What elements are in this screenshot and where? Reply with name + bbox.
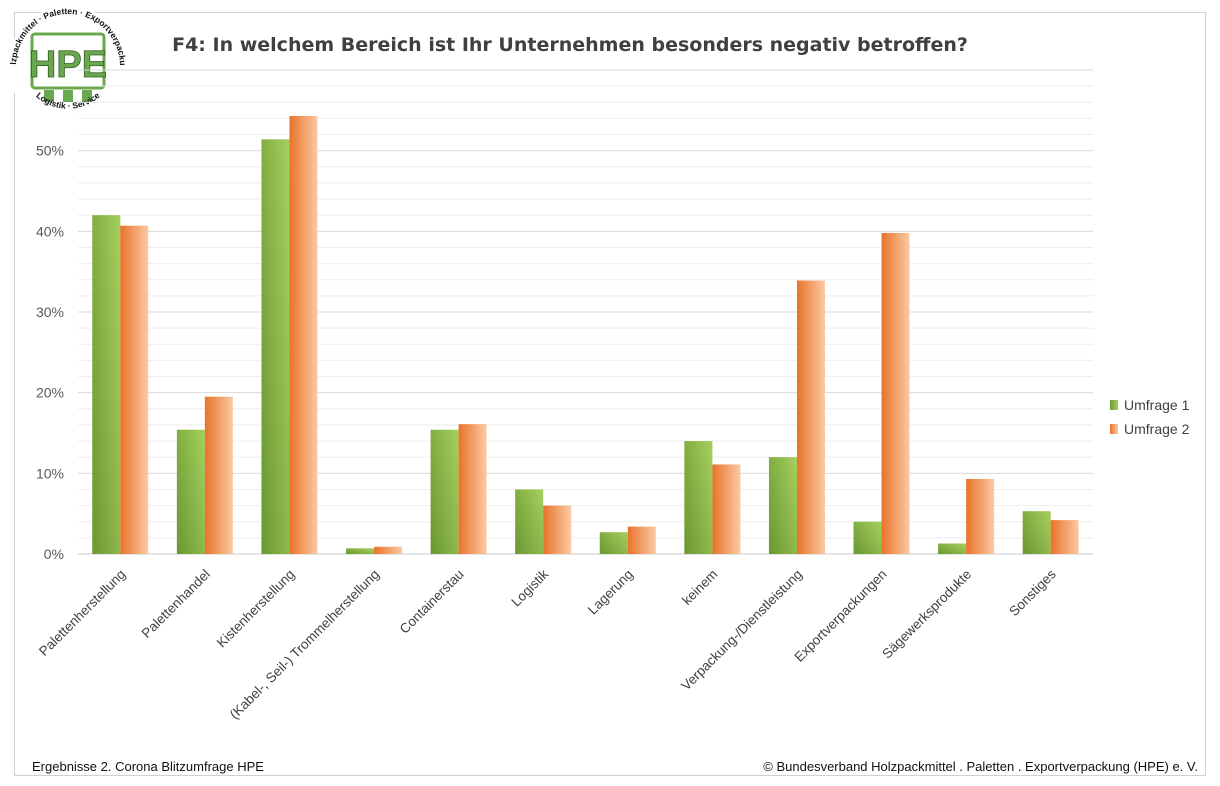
logo-pallet-foot	[82, 90, 92, 102]
logo-pallet-foot	[44, 90, 54, 102]
bars	[92, 115, 1079, 555]
bar-umfrage-1-shade	[515, 489, 544, 554]
y-tick-label: 40%	[36, 223, 64, 239]
gridlines	[78, 69, 1093, 555]
bar-umfrage-1-shade	[853, 521, 882, 554]
logo-box	[30, 32, 106, 90]
chart-frame	[14, 12, 1206, 776]
x-tick-label: Containerstau	[397, 567, 467, 637]
y-tick-label: 0%	[44, 546, 64, 562]
bar-umfrage-1-shade	[261, 139, 290, 554]
logo-pallet-foot	[63, 90, 73, 102]
x-tick-label: (Kabel-, Seil-) Trommelherstellung	[227, 567, 382, 722]
legend-label: Umfrage 1	[1124, 397, 1190, 413]
logo-circle	[8, 6, 128, 126]
bar-umfrage-2	[627, 526, 656, 554]
x-tick-label: Sonstiges	[1006, 566, 1059, 619]
y-tick-label: 50%	[36, 143, 64, 159]
logo-text: HPE	[29, 44, 107, 86]
hpe-logo: HPE Holzpackmittel · Paletten · Exportve…	[4, 4, 128, 126]
bar-umfrage-2	[881, 232, 910, 555]
bar-umfrage-2	[289, 115, 318, 554]
bar-umfrage-2	[120, 225, 149, 555]
bar-umfrage-1-shade	[599, 532, 628, 554]
bar-umfrage-1-shade	[430, 429, 459, 554]
bar-umfrage-2	[712, 464, 741, 554]
bar-umfrage-2	[374, 546, 403, 554]
legend-swatch	[1110, 424, 1118, 434]
y-axis: 0% 10% 20% 30% 40% 50%	[36, 143, 64, 562]
bar-umfrage-1-shade	[346, 548, 375, 554]
x-tick-label: keinem	[679, 567, 720, 608]
bar-umfrage-1-shade	[684, 441, 713, 554]
bar-umfrage-2	[543, 505, 572, 554]
x-axis: Palettenherstellung Palettenhandel Kistenh…	[36, 566, 1059, 722]
y-tick-label: 20%	[36, 385, 64, 401]
bar-umfrage-1-shade	[92, 215, 121, 554]
x-tick-label: Kistenherstellung	[214, 567, 298, 651]
legend-swatch	[1110, 400, 1118, 410]
bar-umfrage-2	[796, 280, 825, 554]
footer-copyright: © Bundesverband Holzpackmittel . Palette…	[763, 759, 1198, 774]
x-tick-label: Exportverpackungen	[791, 567, 889, 665]
x-tick-label: Logistik	[508, 566, 551, 609]
bar-umfrage-2	[966, 478, 995, 554]
x-tick-label: Lagerung	[585, 567, 636, 618]
bar-umfrage-1-shade	[938, 543, 967, 554]
chart-title: F4: In welchem Bereich ist Ihr Unternehm…	[172, 34, 968, 56]
bar-umfrage-2	[1050, 520, 1079, 554]
bar-umfrage-1-shade	[768, 457, 797, 554]
y-tick-label: 30%	[36, 304, 64, 320]
x-tick-label: Palettenhandel	[139, 567, 213, 641]
footer-source: Ergebnisse 2. Corona Blitzumfrage HPE	[32, 759, 264, 774]
bar-umfrage-2	[204, 396, 233, 554]
x-tick-label: Palettenherstellung	[36, 567, 128, 659]
bar-umfrage-1-shade	[176, 429, 205, 554]
x-tick-label: Sägewerksprodukte	[879, 567, 974, 662]
y-tick-label: 10%	[36, 465, 64, 481]
bar-umfrage-2	[458, 424, 487, 554]
legend: Umfrage 1 Umfrage 2	[1110, 397, 1190, 437]
bar-umfrage-1-shade	[1022, 511, 1051, 554]
legend-label: Umfrage 2	[1124, 421, 1190, 437]
